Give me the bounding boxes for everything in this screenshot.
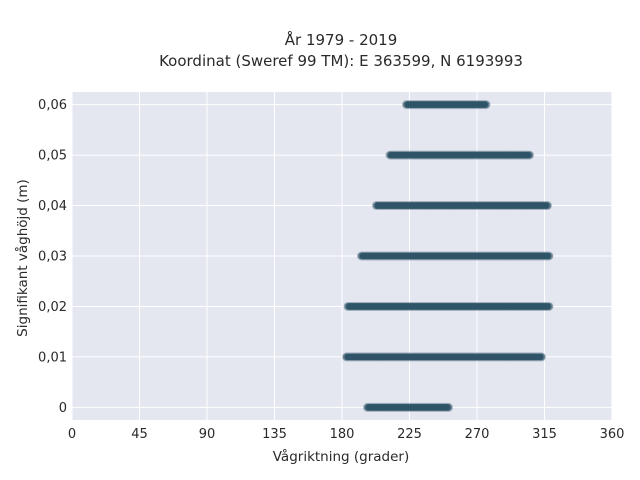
x-axis-title: Vågriktning (grader) xyxy=(273,448,410,465)
scatter-band xyxy=(385,150,534,160)
scatter-band xyxy=(372,201,552,211)
scatter-band xyxy=(363,402,453,412)
y-axis-title: Signifikant våghöjd (m) xyxy=(14,179,31,337)
chart-title: År 1979 - 2019 xyxy=(285,30,398,49)
x-tick-label: 225 xyxy=(397,427,422,442)
x-tick-label: 315 xyxy=(532,427,557,442)
scatter-band xyxy=(357,251,554,261)
scatter-band xyxy=(343,301,554,311)
scatter-point xyxy=(543,201,552,210)
scatter-point xyxy=(525,151,534,159)
x-tick-label: 45 xyxy=(131,427,148,442)
x-tick-label: 135 xyxy=(262,427,287,442)
y-axis-ticks: 0 0,01 0,02 0,03 0,04 0,05 0,06 xyxy=(38,98,67,416)
x-tick-label: 180 xyxy=(330,427,355,442)
y-tick-label: 0 xyxy=(59,401,67,416)
scatter-point xyxy=(545,252,553,260)
scatter-point xyxy=(444,403,453,411)
scatter-point xyxy=(482,101,490,109)
y-tick-label: 0,03 xyxy=(38,250,67,265)
x-axis-ticks: 0 45 90 135 180 225 270 315 360 xyxy=(68,427,625,442)
scatter-band xyxy=(342,352,546,362)
x-tick-label: 360 xyxy=(600,427,625,442)
scatter-point xyxy=(537,353,546,361)
y-tick-label: 0,05 xyxy=(38,149,67,164)
scatter-point xyxy=(545,302,553,311)
scatter-band xyxy=(402,100,491,110)
data-marks xyxy=(342,100,554,412)
y-tick-label: 0,06 xyxy=(38,98,67,113)
chart-subtitle: Koordinat (Sweref 99 TM): E 363599, N 61… xyxy=(159,52,523,70)
y-tick-label: 0,01 xyxy=(38,350,67,365)
x-tick-label: 90 xyxy=(199,427,216,442)
x-tick-label: 0 xyxy=(68,427,76,442)
y-tick-label: 0,02 xyxy=(38,300,67,315)
x-tick-label: 270 xyxy=(465,427,490,442)
y-tick-label: 0,04 xyxy=(38,199,67,214)
